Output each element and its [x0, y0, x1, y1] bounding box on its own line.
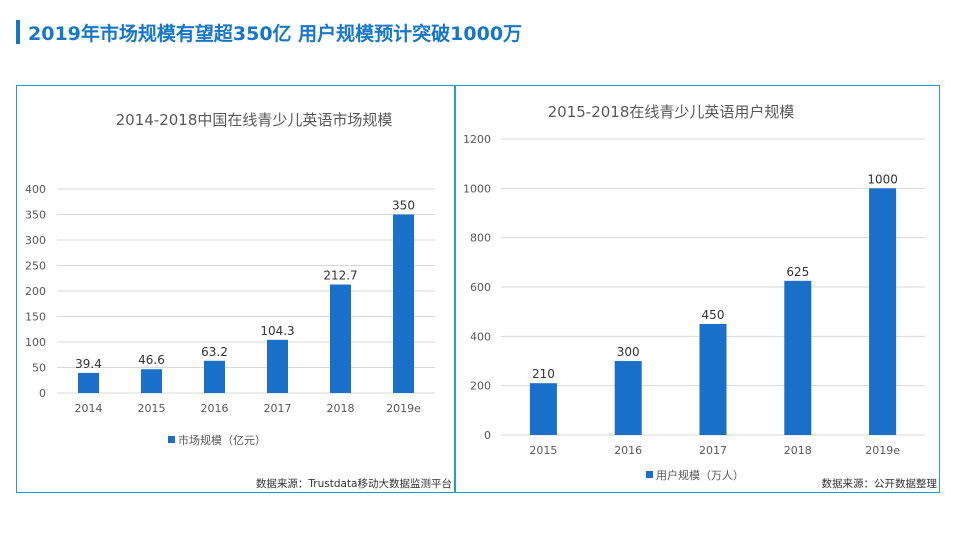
users-data-label: 300 [617, 345, 640, 359]
market-y-tick-label: 300 [25, 234, 46, 247]
market-x-tick-label: 2014 [75, 402, 103, 415]
users-bar [869, 188, 897, 435]
users-bar [529, 383, 557, 435]
market-legend-label: 市场规模（亿元） [178, 433, 266, 447]
market-legend-swatch [168, 436, 175, 443]
users-y-tick-label: 600 [470, 281, 491, 294]
users-data-label: 1000 [867, 172, 898, 186]
market-chart-title: 2014-2018中国在线青少儿英语市场规模 [116, 111, 393, 129]
users-y-tick-label: 1200 [463, 133, 491, 146]
market-y-tick-label: 0 [39, 387, 46, 400]
user-scale-chart-panel: 2015-2018在线青少儿英语用户规模 0 200 400 600 800 1000 120… [455, 85, 940, 493]
users-bar [614, 361, 642, 435]
users-legend-label: 用户规模（万人） [656, 468, 744, 482]
market-bar [141, 369, 162, 393]
market-data-label: 46.6 [138, 353, 165, 367]
market-x-tick-label: 2016 [201, 402, 229, 415]
market-bar [330, 284, 351, 393]
users-y-tick-label: 1000 [463, 182, 491, 195]
market-size-chart-panel: 2014-2018中国在线青少儿英语市场规模 0 50 100 150 200 250 300… [16, 85, 455, 493]
slide-title: 2019年市场规模有望超350亿 用户规模预计突破1000万 [28, 23, 523, 45]
market-x-tick-label: 2015 [138, 402, 166, 415]
users-y-tick-label: 800 [470, 232, 491, 245]
users-source-note: 数据来源：公开数据整理 [822, 477, 938, 490]
market-data-label: 104.3 [260, 324, 294, 338]
market-x-tick-label: 2017 [264, 402, 292, 415]
users-x-tick-label: 2015 [529, 444, 557, 457]
market-data-label: 350 [392, 199, 415, 213]
market-y-tick-label: 200 [25, 285, 46, 298]
market-bar [204, 360, 225, 393]
users-y-tick-label: 200 [470, 380, 491, 393]
users-data-label: 450 [702, 308, 725, 322]
users-data-label: 625 [786, 265, 809, 279]
users-y-tick-label: 0 [484, 429, 491, 442]
market-bar [267, 339, 288, 393]
user-scale-chart: 2015-2018在线青少儿英语用户规模 0 200 400 600 800 1000 120… [463, 103, 938, 490]
market-y-tick-label: 100 [25, 336, 46, 349]
market-bar [78, 372, 99, 393]
users-x-tick-label: 2018 [784, 444, 812, 457]
market-y-tick-label: 50 [32, 362, 46, 375]
market-size-chart: 2014-2018中国在线青少儿英语市场规模 0 50 100 150 200 250 300… [25, 111, 452, 490]
users-data-label: 210 [532, 367, 555, 381]
market-y-tick-label: 150 [25, 311, 46, 324]
market-bar [393, 214, 414, 393]
market-source-note: 数据来源：Trustdata移动大数据监测平台 [256, 477, 452, 490]
market-y-tick-label: 350 [25, 209, 46, 222]
users-legend-swatch [646, 471, 653, 478]
title-accent-bar [16, 20, 20, 44]
market-data-label: 39.4 [75, 357, 102, 371]
users-x-tick-label: 2016 [614, 444, 642, 457]
users-y-tick-label: 400 [470, 330, 491, 343]
market-y-tick-label: 400 [25, 183, 46, 196]
market-data-label: 212.7 [323, 269, 357, 283]
market-x-tick-label: 2018 [327, 402, 355, 415]
users-chart-title: 2015-2018在线青少儿英语用户规模 [548, 103, 795, 121]
users-x-tick-label: 2019e [865, 444, 900, 457]
market-x-tick-label: 2019e [386, 402, 421, 415]
market-y-tick-label: 250 [25, 260, 46, 273]
users-bar [699, 324, 727, 435]
users-x-tick-label: 2017 [699, 444, 727, 457]
users-bar [784, 280, 812, 435]
market-data-label: 63.2 [201, 345, 228, 359]
